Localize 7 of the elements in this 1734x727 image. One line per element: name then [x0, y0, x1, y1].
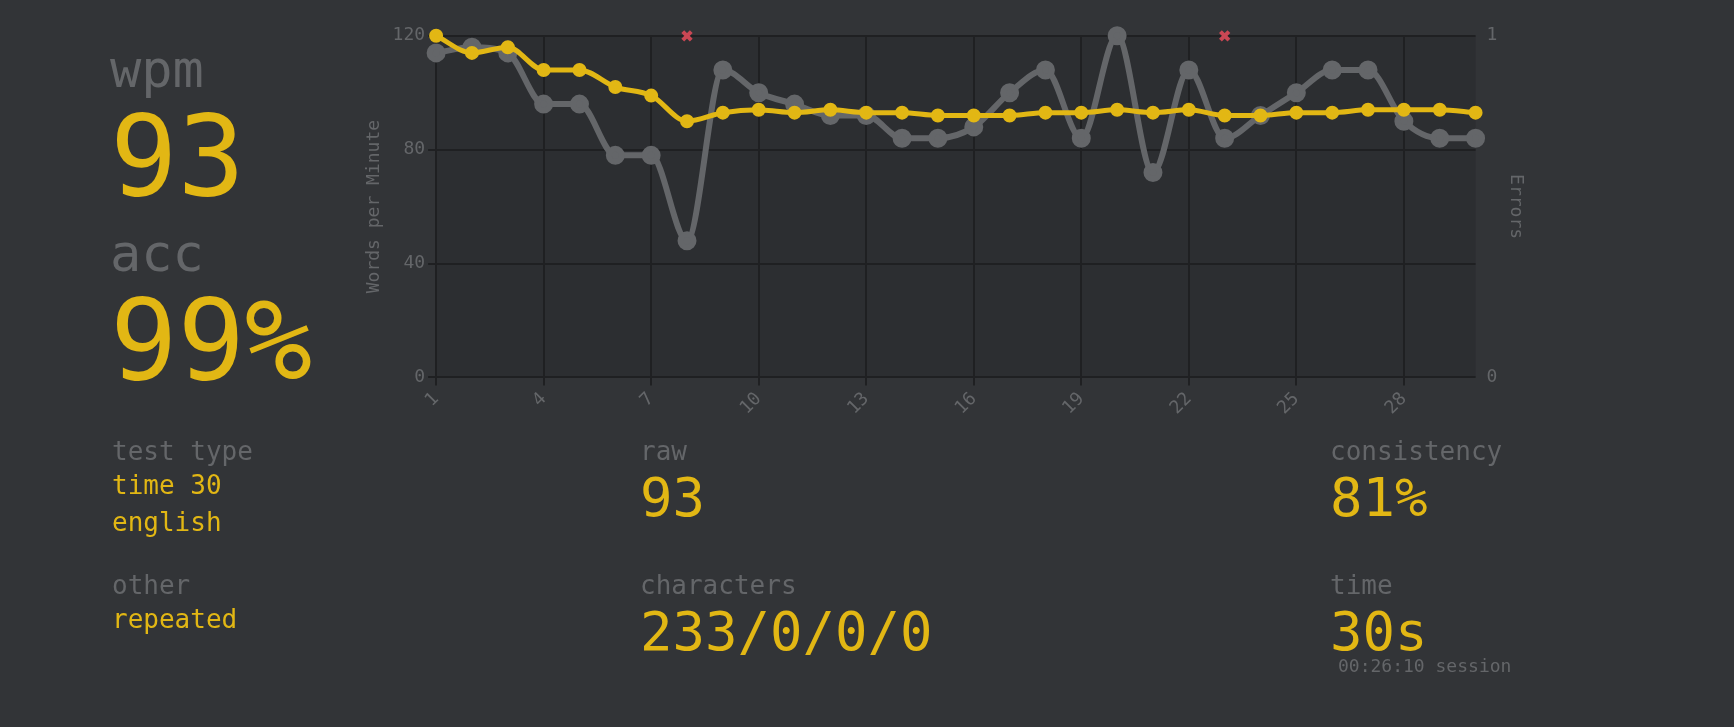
text: 93: [640, 466, 706, 530]
text: time 30: [112, 469, 223, 503]
text: 99%: [110, 275, 313, 406]
text: english: [112, 505, 223, 539]
text: 233/0/0/0: [640, 600, 933, 664]
text: 81%: [1330, 466, 1429, 530]
text: repeated: [112, 603, 238, 637]
